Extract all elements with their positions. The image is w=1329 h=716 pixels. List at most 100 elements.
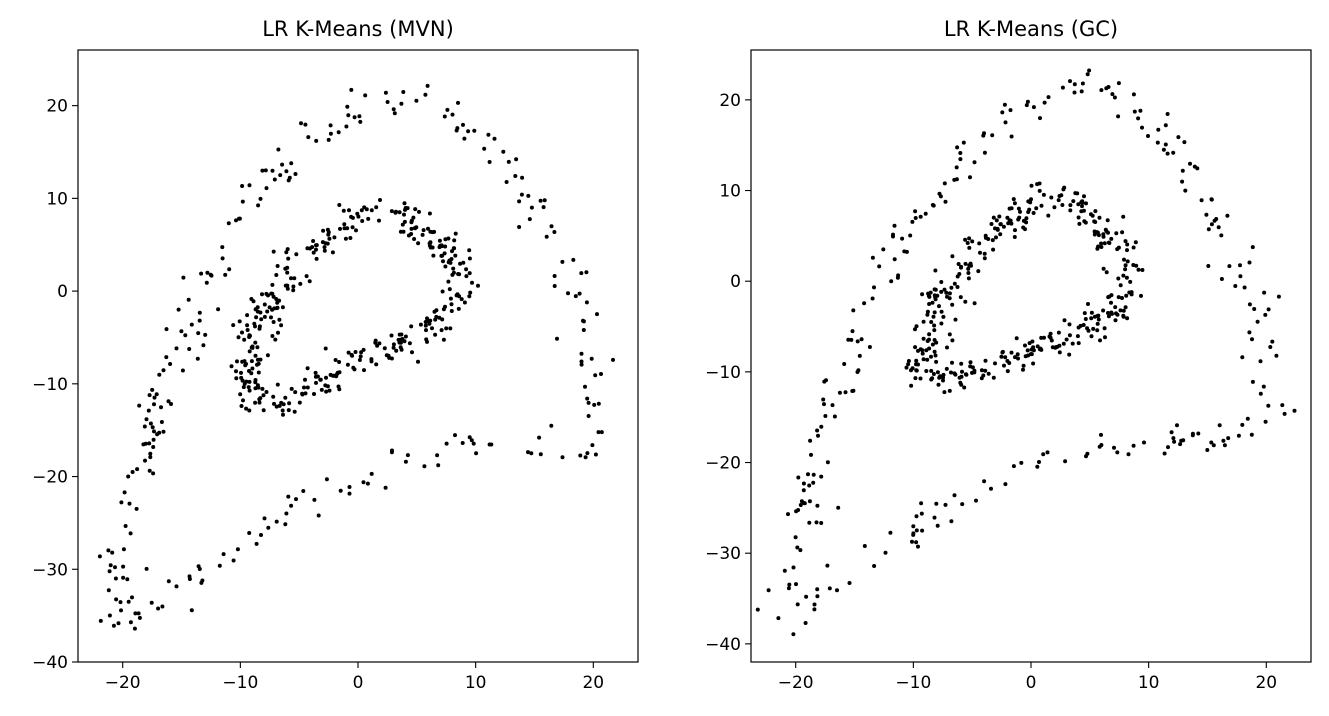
scatter-point xyxy=(342,222,347,227)
scatter-point xyxy=(1064,337,1069,342)
scatter-point xyxy=(1179,438,1184,443)
scatter-point xyxy=(1095,246,1100,251)
scatter-point xyxy=(1113,305,1118,310)
scatter-point xyxy=(258,357,263,362)
scatter-point xyxy=(1274,353,1279,358)
scatter-point xyxy=(1163,123,1168,128)
scatter-point xyxy=(323,241,328,246)
scatter-point xyxy=(902,249,907,254)
scatter-point xyxy=(365,481,370,486)
scatter-point xyxy=(913,327,917,332)
scatter-point xyxy=(1075,191,1080,196)
scatter-point xyxy=(189,322,194,327)
scatter-point xyxy=(328,123,333,128)
scatter-point xyxy=(1261,384,1266,389)
scatter-point xyxy=(939,280,944,284)
scatter-point xyxy=(949,519,954,524)
scatter-point xyxy=(804,594,809,599)
scatter-point xyxy=(277,317,282,322)
scatter-point xyxy=(934,340,939,345)
scatter-point xyxy=(427,211,432,216)
scatter-point xyxy=(240,199,245,204)
scatter-point xyxy=(1163,142,1168,147)
scatter-point xyxy=(955,285,960,289)
scatter-point xyxy=(123,524,128,528)
x-axis: −20 −10 0 10 20 xyxy=(778,662,1277,693)
scatter-point xyxy=(1250,379,1255,384)
scatter-point xyxy=(986,237,991,241)
scatter-point xyxy=(801,481,806,486)
scatter-point xyxy=(1095,328,1100,333)
scatter-point xyxy=(238,392,243,397)
scatter-point xyxy=(1129,292,1134,297)
y-tick-label: −30 xyxy=(32,560,68,580)
scatter-point xyxy=(113,576,118,581)
scatter-point xyxy=(1125,316,1130,321)
scatter-point xyxy=(313,374,318,379)
scatter-point xyxy=(1099,88,1104,93)
scatter-point xyxy=(1102,241,1107,246)
scatter-point xyxy=(596,430,601,435)
scatter-point xyxy=(1238,274,1243,279)
scatter-point xyxy=(482,146,487,151)
scatter-point xyxy=(347,491,352,496)
scatter-point xyxy=(1106,85,1111,89)
scatter-point xyxy=(972,368,977,373)
scatter-point xyxy=(994,235,998,240)
scatter-point xyxy=(1037,460,1041,464)
scatter-point xyxy=(1076,325,1081,330)
scatter-point xyxy=(316,513,321,518)
scatter-point xyxy=(911,531,916,536)
scatter-point xyxy=(217,563,222,568)
scatter-point xyxy=(461,122,465,127)
scatter-point xyxy=(471,441,476,446)
scatter-point xyxy=(862,544,867,548)
scatter-point xyxy=(437,315,442,320)
scatter-point xyxy=(941,378,945,383)
scatter-point xyxy=(134,506,139,511)
scatter-point xyxy=(324,389,329,394)
scatter-point xyxy=(914,358,919,363)
scatter-point xyxy=(314,247,318,252)
scatter-point xyxy=(180,368,185,373)
scatter-point xyxy=(1084,454,1088,459)
scatter-point xyxy=(1005,215,1010,220)
scatter-point xyxy=(274,519,279,524)
scatter-point xyxy=(1180,168,1185,173)
scatter-point xyxy=(991,375,996,380)
scatter-point xyxy=(157,372,162,377)
scatter-point xyxy=(292,409,297,414)
scatter-point xyxy=(1031,105,1036,110)
scatter-point xyxy=(322,245,327,250)
scatter-point xyxy=(328,131,333,136)
scatter-point xyxy=(823,414,828,418)
scatter-point xyxy=(807,483,812,488)
scatter-point xyxy=(1226,436,1231,441)
scatter-point xyxy=(889,279,894,284)
scatter-point xyxy=(935,293,940,298)
scatter-point xyxy=(262,314,267,319)
x-tick-label: −10 xyxy=(222,673,258,693)
scatter-point xyxy=(970,239,975,244)
scatter-point xyxy=(307,279,312,284)
scatter-point xyxy=(527,217,532,222)
scatter-point xyxy=(135,467,140,472)
scatter-point xyxy=(294,252,299,257)
scatter-point xyxy=(239,370,243,375)
scatter-point xyxy=(1205,448,1210,452)
y-tick-label: −20 xyxy=(32,468,68,488)
y-tick-label: 0 xyxy=(730,272,741,292)
scatter-point xyxy=(920,292,925,297)
scatter-point xyxy=(425,339,429,344)
scatter-point xyxy=(586,414,591,418)
scatter-point xyxy=(1192,164,1197,169)
y-tick-label: −30 xyxy=(705,544,741,564)
scatter-point xyxy=(1132,109,1137,114)
scatter-point xyxy=(440,289,445,294)
scatter-point xyxy=(977,241,982,246)
scatter-point xyxy=(451,270,456,275)
scatter-point xyxy=(920,528,925,533)
scatter-point xyxy=(245,328,250,332)
scatter-point xyxy=(1102,326,1107,331)
scatter-point xyxy=(1106,311,1110,315)
